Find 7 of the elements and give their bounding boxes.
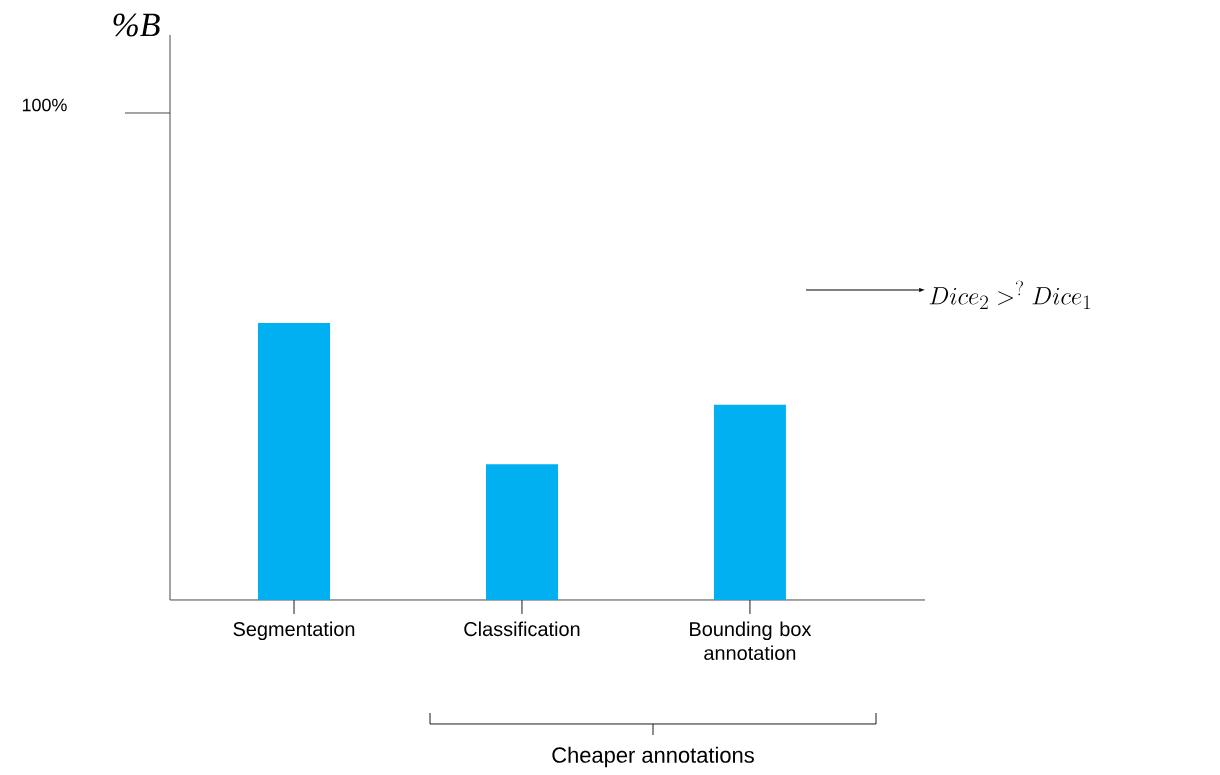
x-tick-label: Classification	[464, 621, 580, 637]
text: Cheaper annotations	[552, 746, 754, 768]
text: $Dice_2 >^? Dice_1$	[929, 280, 1091, 310]
x-tick-label: Bounding box annotation	[690, 621, 812, 661]
x-tick-label: Segmentation	[233, 621, 355, 641]
text: 100%	[22, 98, 67, 112]
text: %B	[113, 13, 160, 37]
